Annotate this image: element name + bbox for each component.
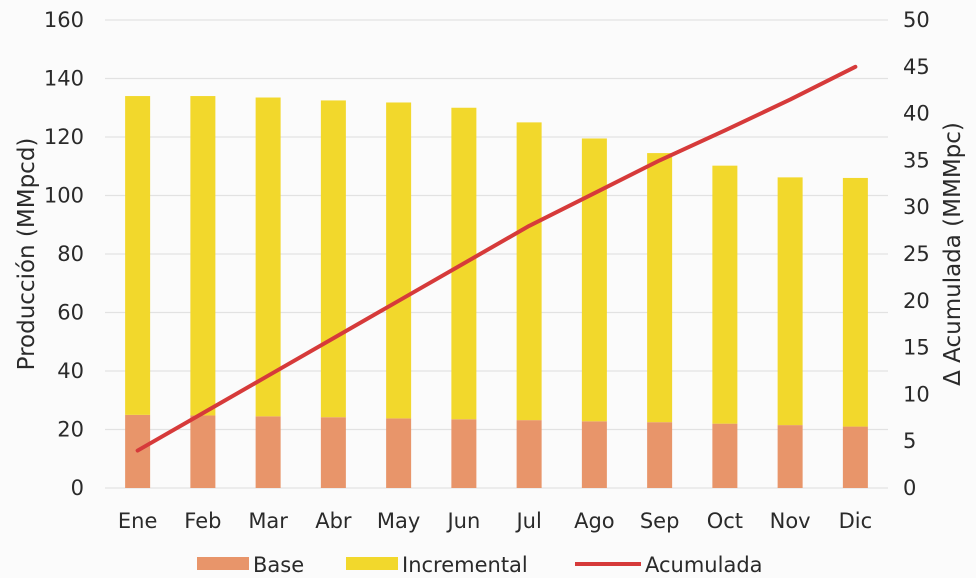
line-series <box>135 64 858 453</box>
y2-axis-title: Δ Acumulada (MMMpc) <box>940 122 966 386</box>
x-tick-label: Ene <box>118 509 158 533</box>
y2-tick-label: 30 <box>903 195 930 219</box>
y2-tick-label: 20 <box>903 289 930 313</box>
bar-base-jul <box>516 420 542 488</box>
legend-label-acumulada: Acumulada <box>645 553 763 577</box>
y2-tick-label: 0 <box>903 476 916 500</box>
legend-swatch-incremental <box>346 557 398 570</box>
legend: Base Incremental Acumulada <box>197 553 763 577</box>
y2-tick-label: 5 <box>903 429 916 453</box>
bar-base-abr <box>320 417 346 488</box>
x-axis-ticks: Ene Feb Mar Abr May Jun Jul Ago Sep Oct Nov Dic <box>118 509 872 533</box>
y-tick-label: 0 <box>71 476 84 500</box>
grid-lines <box>105 19 888 489</box>
legend-label-incremental: Incremental <box>402 553 528 577</box>
y2-tick-label: 40 <box>903 102 930 126</box>
y-tick-label: 80 <box>57 242 84 266</box>
bar-base-sep <box>647 422 673 488</box>
x-tick-label: Ago <box>574 509 615 533</box>
bar-base-dic <box>842 426 868 488</box>
bar-incremental-ene <box>125 96 151 415</box>
bar-incremental-mar <box>255 97 281 417</box>
bar-base-nov <box>777 425 803 488</box>
bar-base-jun <box>451 419 477 488</box>
left-axis-ticks: 0 20 40 60 80 100 120 140 160 <box>44 8 84 500</box>
y2-tick-label: 35 <box>903 148 930 172</box>
bar-incremental-dic <box>842 177 868 427</box>
y-tick-label: 140 <box>44 67 84 91</box>
x-tick-label: Jun <box>445 509 480 533</box>
x-tick-label: Feb <box>184 509 221 533</box>
x-tick-label: Oct <box>707 509 743 533</box>
x-tick-label: Nov <box>770 509 811 533</box>
bar-incremental-abr <box>320 100 346 418</box>
y2-tick-label: 50 <box>903 8 930 32</box>
bar-incremental-may <box>386 102 412 419</box>
x-tick-label: Mar <box>248 509 288 533</box>
y-tick-label: 40 <box>57 359 84 383</box>
y2-tick-label: 25 <box>903 242 930 266</box>
bar-base-oct <box>712 423 738 488</box>
bar-base-mar <box>255 416 281 488</box>
y-tick-label: 20 <box>57 418 84 442</box>
y-axis-title: Producción (MMpcd) <box>14 138 40 371</box>
y-tick-label: 120 <box>44 125 84 149</box>
x-tick-label: Abr <box>315 509 352 533</box>
x-tick-label: Sep <box>640 509 680 533</box>
bar-base-may <box>386 418 412 488</box>
line-acumulada <box>135 64 858 453</box>
bar-base-feb <box>190 415 216 488</box>
legend-label-base: Base <box>253 553 304 577</box>
x-tick-label: Dic <box>839 509 873 533</box>
bar-incremental-oct <box>712 165 738 424</box>
bar-incremental-sep <box>647 153 673 423</box>
bar-incremental-feb <box>190 96 216 416</box>
legend-swatch-base <box>197 557 249 570</box>
y2-tick-label: 10 <box>903 382 930 406</box>
x-tick-label: May <box>377 509 420 533</box>
bars <box>125 96 868 488</box>
x-tick-label: Jul <box>514 509 541 533</box>
bar-incremental-ago <box>581 138 607 422</box>
bar-base-ago <box>581 421 607 488</box>
y2-tick-label: 45 <box>903 55 930 79</box>
y-tick-label: 100 <box>44 184 84 208</box>
y-tick-label: 160 <box>44 8 84 32</box>
bar-incremental-nov <box>777 177 803 426</box>
right-axis-ticks: 0 5 10 15 20 25 30 35 40 45 50 <box>903 8 930 500</box>
bar-incremental-jul <box>516 122 542 421</box>
y-tick-label: 60 <box>57 301 84 325</box>
y2-tick-label: 15 <box>903 336 930 360</box>
